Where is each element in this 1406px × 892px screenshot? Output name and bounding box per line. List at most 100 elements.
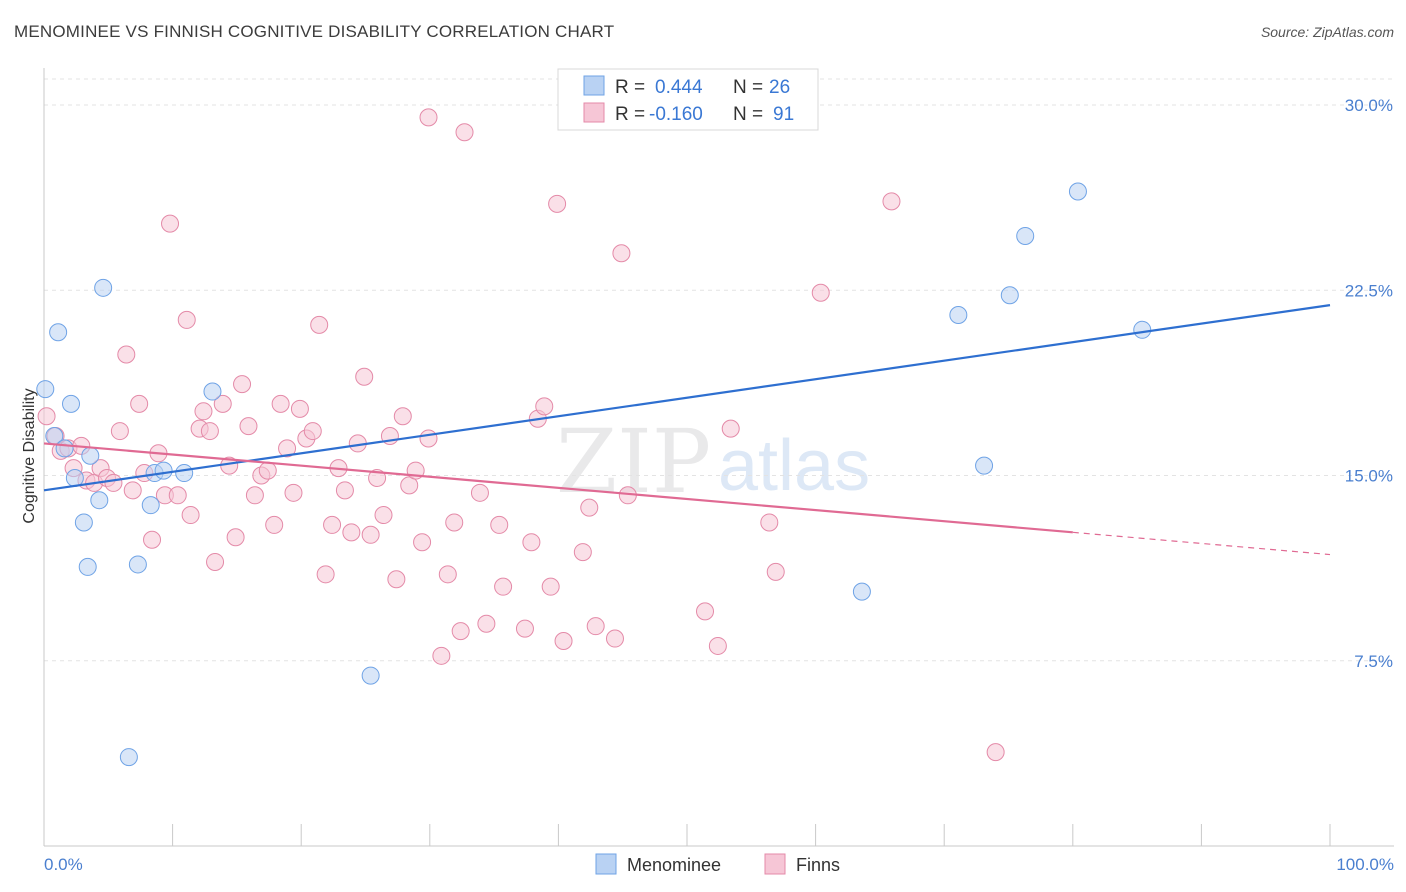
menominee-point	[55, 439, 74, 458]
legend-n-label-menominee: N =	[733, 77, 763, 98]
correlation-legend: R = 0.444 N = 26 R = -0.160 N = 91	[557, 68, 819, 131]
finns-point	[168, 486, 187, 505]
finns-point	[316, 565, 335, 584]
finns-point	[477, 614, 496, 633]
legend-n-value-menominee: 26	[769, 77, 790, 98]
bottom-legend-swatch-finns	[764, 853, 786, 875]
finns-point	[986, 743, 1005, 762]
menominee-point	[81, 446, 100, 465]
finns-point	[413, 533, 432, 552]
legend-r-value-finns: -0.160	[649, 104, 703, 125]
finns-point	[612, 244, 631, 263]
finns-point	[470, 483, 489, 502]
watermark: ZIP atlas	[556, 410, 870, 513]
watermark-atlas: atlas	[718, 426, 870, 506]
axes	[43, 68, 1394, 847]
menominee-point	[141, 496, 160, 515]
menominee-point	[1016, 226, 1035, 245]
finns-point	[143, 530, 162, 549]
finns-point	[374, 506, 393, 525]
finns-point	[233, 375, 252, 394]
bottom-legend-label-finns: Finns	[796, 855, 840, 875]
finns-point	[766, 562, 785, 581]
finns-point	[760, 513, 779, 532]
finns-point	[554, 632, 573, 651]
bottom-legend-label-menominee: Menominee	[627, 855, 721, 875]
finns-point	[696, 602, 715, 621]
finns-point	[368, 468, 387, 487]
legend-n-label-finns: N =	[733, 104, 763, 125]
finns-point	[271, 394, 290, 413]
finns-trend-line-extension	[1072, 531, 1331, 556]
finns-point	[490, 515, 509, 534]
finns-point	[541, 577, 560, 596]
legend-r-label-finns: R =	[615, 104, 645, 125]
finns-point	[455, 123, 474, 142]
finns-point	[548, 194, 567, 213]
finns-point	[400, 476, 419, 495]
menominee-point	[175, 464, 194, 483]
finns-point	[393, 407, 412, 426]
menominee-point	[78, 557, 97, 576]
y-axis-label: Cognitive Disability	[21, 388, 38, 523]
finns-points	[37, 108, 1005, 762]
finns-point	[355, 367, 374, 386]
grid	[44, 78, 1394, 662]
menominee-point	[203, 382, 222, 401]
legend-swatch-finns	[583, 102, 605, 123]
finns-point	[387, 570, 406, 589]
finns-point	[200, 422, 219, 441]
finns-point	[323, 515, 342, 534]
x-ticks	[43, 824, 1331, 846]
finns-point	[161, 214, 180, 233]
finns-point	[605, 629, 624, 648]
finns-point	[708, 636, 727, 655]
finns-point	[586, 617, 605, 636]
finns-point	[213, 394, 232, 413]
menominee-point	[36, 380, 55, 399]
finns-point	[284, 483, 303, 502]
finns-point	[494, 577, 513, 596]
finns-point	[438, 565, 457, 584]
y-tick-labels: 7.5% 15.0% 22.5% 30.0%	[1345, 96, 1393, 671]
finns-point	[278, 439, 297, 458]
trend-lines	[43, 304, 1331, 556]
finns-point	[130, 394, 149, 413]
menominee-point	[49, 323, 68, 342]
finns-point	[451, 622, 470, 641]
x-tick-label-min: 0.0%	[44, 855, 83, 874]
finns-point	[721, 419, 740, 438]
finns-point	[515, 619, 534, 638]
finns-point	[123, 481, 142, 500]
finns-point	[419, 108, 438, 127]
menominee-point	[1000, 286, 1019, 305]
finns-point	[573, 543, 592, 562]
finns-point	[882, 192, 901, 211]
legend-r-label-menominee: R =	[615, 77, 645, 98]
finns-point	[117, 345, 136, 364]
finns-point	[206, 552, 225, 571]
menominee-point	[62, 394, 81, 413]
finns-point	[445, 513, 464, 532]
y-tick-label: 7.5%	[1354, 652, 1393, 671]
menominee-point	[154, 461, 173, 480]
y-tick-label: 30.0%	[1345, 96, 1393, 115]
legend-swatch-menominee	[583, 75, 605, 96]
finns-point	[522, 533, 541, 552]
menominee-point	[128, 555, 147, 574]
menominee-point	[949, 305, 968, 324]
finns-point	[226, 528, 245, 547]
finns-point	[177, 310, 196, 329]
finns-point	[245, 486, 264, 505]
finns-point	[580, 498, 599, 517]
finns-trend-line	[43, 442, 1073, 534]
menominee-point	[119, 748, 138, 767]
finns-point	[239, 417, 258, 436]
x-tick-label-max: 100.0%	[1336, 855, 1394, 874]
finns-point	[535, 397, 554, 416]
menominee-point	[975, 456, 994, 475]
menominee-point	[1133, 320, 1152, 339]
series-legend: Menominee Finns	[595, 853, 840, 875]
finns-point	[104, 473, 123, 492]
